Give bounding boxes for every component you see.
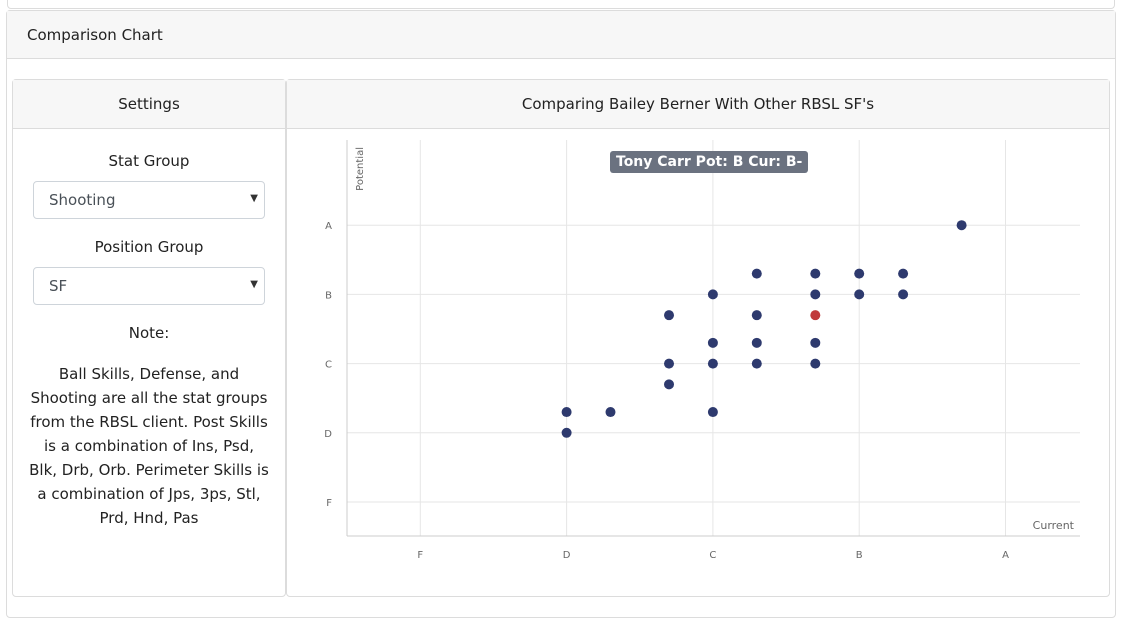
chevron-down-icon: ▼: [250, 193, 258, 204]
position-group-label: Position Group: [94, 238, 204, 256]
data-point: [810, 268, 821, 279]
data-point: [664, 379, 675, 390]
stat-group-select[interactable]: Shooting ▼: [33, 181, 265, 219]
data-point: [707, 289, 718, 300]
data-point: [898, 268, 909, 279]
data-point: [707, 407, 718, 418]
settings-title: Settings: [118, 95, 180, 113]
data-point: [751, 337, 762, 348]
stat-group-label: Stat Group: [108, 152, 190, 170]
data-point: [664, 358, 675, 369]
highlighted-data-point: [810, 310, 821, 321]
note-label: Note:: [128, 324, 170, 342]
y-tick-label: F: [326, 498, 332, 509]
data-point: [707, 358, 718, 369]
point-tooltip: Tony Carr Pot: B Cur: B-: [610, 151, 809, 173]
data-point: [664, 310, 675, 321]
y-tick-label: D: [324, 429, 332, 440]
data-point: [956, 220, 967, 231]
top-border: [7, 0, 1115, 9]
position-group-value: SF: [49, 277, 68, 295]
data-point: [810, 289, 821, 300]
data-point: [810, 337, 821, 348]
x-tick-label: A: [1002, 550, 1009, 561]
data-point: [751, 358, 762, 369]
x-tick-label: D: [563, 550, 571, 561]
y-axis-label: Potential: [355, 147, 366, 191]
y-tick-label: B: [325, 290, 332, 301]
data-point: [854, 289, 865, 300]
chart-title: Comparing Bailey Berner With Other RBSL …: [521, 95, 875, 113]
position-group-select[interactable]: SF ▼: [33, 267, 265, 305]
note-text: Ball Skills, Defense, and Shooting are a…: [29, 365, 269, 527]
stat-group-value: Shooting: [49, 191, 116, 209]
comparison-card-header: Comparison Chart: [7, 11, 1115, 59]
data-point: [605, 407, 616, 418]
chart-panel: Comparing Bailey Berner With Other RBSL …: [286, 79, 1110, 597]
chart-header: Comparing Bailey Berner With Other RBSL …: [287, 80, 1109, 129]
x-tick-label: F: [417, 550, 423, 561]
data-point: [561, 427, 572, 438]
data-point: [898, 289, 909, 300]
data-point: [751, 310, 762, 321]
y-tick-label: C: [325, 360, 332, 371]
comparison-card-title: Comparison Chart: [27, 25, 163, 44]
y-tick-label: A: [325, 221, 332, 232]
data-point: [810, 358, 821, 369]
data-point: [561, 407, 572, 418]
x-axis-label: Current: [1033, 519, 1075, 532]
scatter-chart: F D C B A F D C B A Current Potential: [324, 140, 1080, 561]
chevron-down-icon: ▼: [250, 279, 258, 290]
x-tick-label: C: [709, 550, 716, 561]
data-point: [707, 337, 718, 348]
data-point: [854, 268, 865, 279]
settings-header: Settings: [13, 80, 285, 129]
data-point: [751, 268, 762, 279]
settings-panel: Settings Stat Group Shooting ▼ Position …: [12, 79, 286, 597]
x-tick-label: B: [856, 550, 863, 561]
